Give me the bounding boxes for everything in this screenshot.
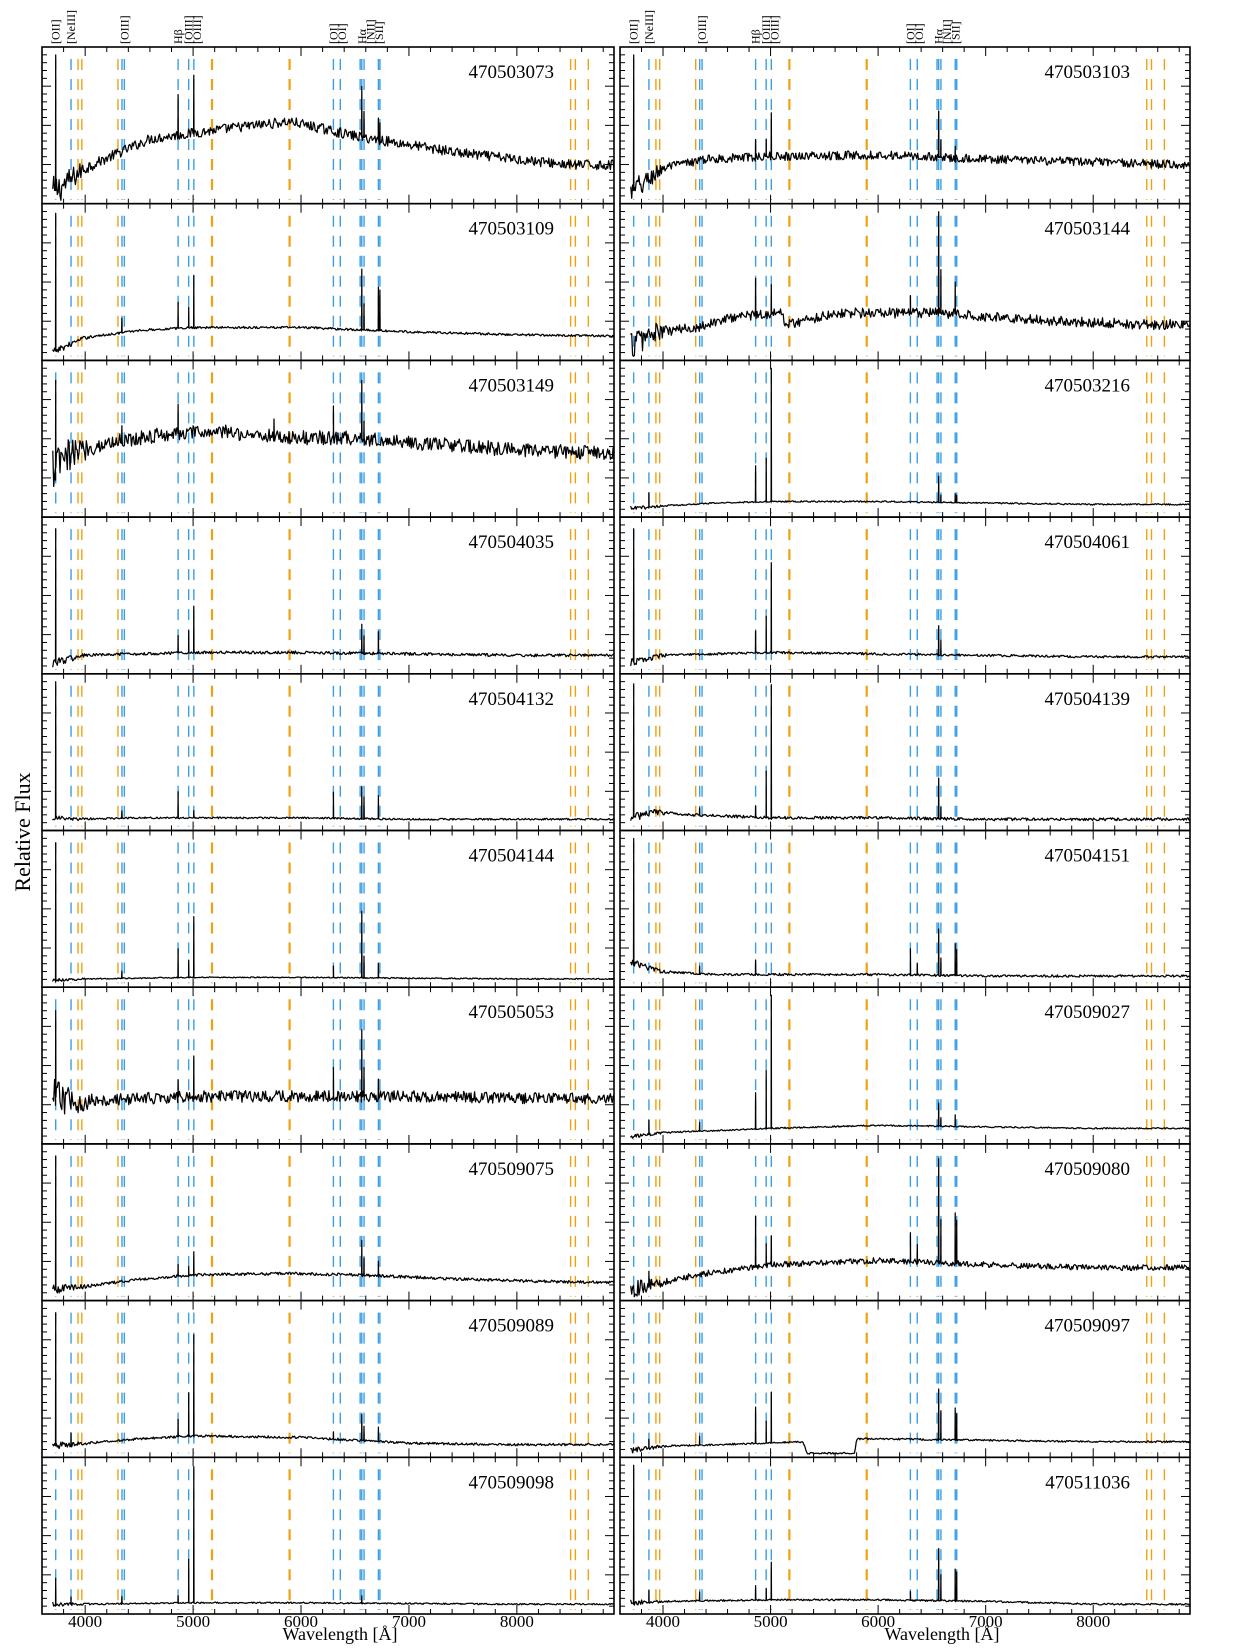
panel-id-label: 470503144 xyxy=(1045,219,1131,240)
panel-id-label: 470509097 xyxy=(1045,1316,1131,1337)
panel-id-label: 470504035 xyxy=(469,532,555,553)
x-tick-label: 4000 xyxy=(68,1612,102,1631)
x-tick-label: 6000 xyxy=(861,1612,895,1631)
spectrum-line-470509027 xyxy=(630,994,1191,1139)
line-marker-label: [OII] xyxy=(627,19,641,44)
panel-id-label: 470509075 xyxy=(469,1159,555,1180)
spectrum-line-470503109 xyxy=(52,212,615,353)
spectrum-line-470504139 xyxy=(630,683,1191,822)
x-tick-label: 7000 xyxy=(969,1612,1003,1631)
panel-id-label: 470504151 xyxy=(1045,846,1131,867)
line-marker-label: Hβ xyxy=(749,29,763,44)
line-marker-label: [OI] xyxy=(912,23,926,44)
line-marker-label: [OIII] xyxy=(768,15,782,44)
spectrum-line-470504144 xyxy=(52,842,615,983)
x-tick-label: 5000 xyxy=(754,1612,788,1631)
panel-markers-470503216 xyxy=(632,372,1166,514)
panel-frame-470504132 xyxy=(41,672,615,832)
line-marker-label: [OIII] xyxy=(117,15,131,44)
x-tick-label: 8000 xyxy=(500,1612,534,1631)
text-layer: Relative Flux Wavelength [Å] Wavelength … xyxy=(10,10,1131,1644)
x-tick-label: 8000 xyxy=(1076,1612,1110,1631)
x-axis-label-right: Wavelength [Å] xyxy=(884,1624,999,1644)
line-marker-label: [OIII] xyxy=(182,15,196,44)
line-marker-label: [OIII] xyxy=(190,15,204,44)
line-marker-label: [NeIII] xyxy=(64,10,78,44)
panel-id-label: 470504061 xyxy=(1045,532,1131,553)
spectrum-line-470504061 xyxy=(630,528,1191,667)
panel-frame-470511036 xyxy=(619,1456,1191,1615)
panel-id-label: 470504139 xyxy=(1045,689,1131,710)
line-marker-label: [NII] xyxy=(940,19,954,44)
panel-id-label: 470509080 xyxy=(1045,1159,1131,1180)
panel-frame-470509027 xyxy=(619,986,1191,1145)
spectrum-line-470509098 xyxy=(52,1466,615,1607)
line-marker-label: [OIII] xyxy=(759,15,773,44)
line-marker-label: [OII] xyxy=(49,19,63,44)
panel-id-label: 470504144 xyxy=(469,846,555,867)
frames-layer xyxy=(41,46,1191,1615)
panel-id-label: 470503149 xyxy=(469,375,555,396)
panel-id-label: 470511036 xyxy=(1045,1472,1130,1493)
x-tick-label: 4000 xyxy=(646,1612,680,1631)
spectrum-line-470503103 xyxy=(630,54,1191,199)
panel-markers-470509089 xyxy=(55,1312,590,1454)
panel-markers-470505053 xyxy=(55,999,590,1140)
spectrum-line-470509089 xyxy=(52,1312,615,1450)
line-marker-label: [OI] xyxy=(326,23,340,44)
spectrum-line-470509080 xyxy=(630,1158,1191,1298)
spectrum-line-470504132 xyxy=(52,681,615,822)
line-marker-label: [SII] xyxy=(949,21,963,44)
x-axis-label-left: Wavelength [Å] xyxy=(282,1624,397,1644)
line-marker-label: Hα xyxy=(355,28,369,44)
line-marker-label: [OI] xyxy=(335,23,349,44)
panel-id-label: 470503109 xyxy=(469,219,555,240)
spectrum-line-470505053 xyxy=(52,1009,615,1115)
line-marker-label: Hβ xyxy=(171,29,185,44)
panel-id-label: 470503103 xyxy=(1045,62,1131,83)
line-marker-label: [NeIII] xyxy=(642,10,656,44)
panel-id-label: 470509089 xyxy=(469,1316,555,1337)
panel-id-label: 470509027 xyxy=(1045,1002,1131,1023)
panel-markers-470509097 xyxy=(632,1312,1166,1454)
x-tick-label: 5000 xyxy=(176,1612,210,1631)
spectrum-line-470511036 xyxy=(630,1464,1191,1606)
spectrum-line-470503144 xyxy=(630,211,1191,357)
spectrum-line-470503149 xyxy=(52,379,615,488)
spectrum-line-470509075 xyxy=(52,1155,615,1294)
line-markers-layer xyxy=(55,59,1166,1610)
panel-id-label: 470509098 xyxy=(469,1472,555,1493)
line-marker-label: [OIII] xyxy=(695,15,709,44)
x-tick-label: 6000 xyxy=(284,1612,318,1631)
panel-frame-470509098 xyxy=(41,1456,615,1615)
panel-markers-470504132 xyxy=(55,685,590,827)
panel-markers-470511036 xyxy=(632,1469,1166,1610)
line-marker-label: Hα xyxy=(932,28,946,44)
spectrum-line-470504035 xyxy=(52,528,615,668)
line-marker-label: [OI] xyxy=(903,23,917,44)
spectrum-line-470509097 xyxy=(630,1388,1191,1455)
spectra-layer xyxy=(52,54,1191,1607)
y-axis-label: Relative Flux xyxy=(10,772,35,891)
spectrum-line-470503073 xyxy=(52,54,615,201)
panel-id-label: 470503073 xyxy=(469,62,555,83)
x-tick-label: 7000 xyxy=(392,1612,426,1631)
line-marker-label: [SII] xyxy=(372,21,386,44)
panel-id-label: 470504132 xyxy=(469,689,555,710)
panel-markers-470504035 xyxy=(55,529,590,670)
panel-id-label: 470505053 xyxy=(469,1002,555,1023)
panel-id-label: 470503216 xyxy=(1045,375,1131,396)
panel-markers-470503144 xyxy=(632,215,1166,357)
spectrum-line-470504151 xyxy=(630,837,1191,978)
spectrum-line-470503216 xyxy=(630,367,1191,510)
line-marker-label: [NII] xyxy=(363,19,377,44)
